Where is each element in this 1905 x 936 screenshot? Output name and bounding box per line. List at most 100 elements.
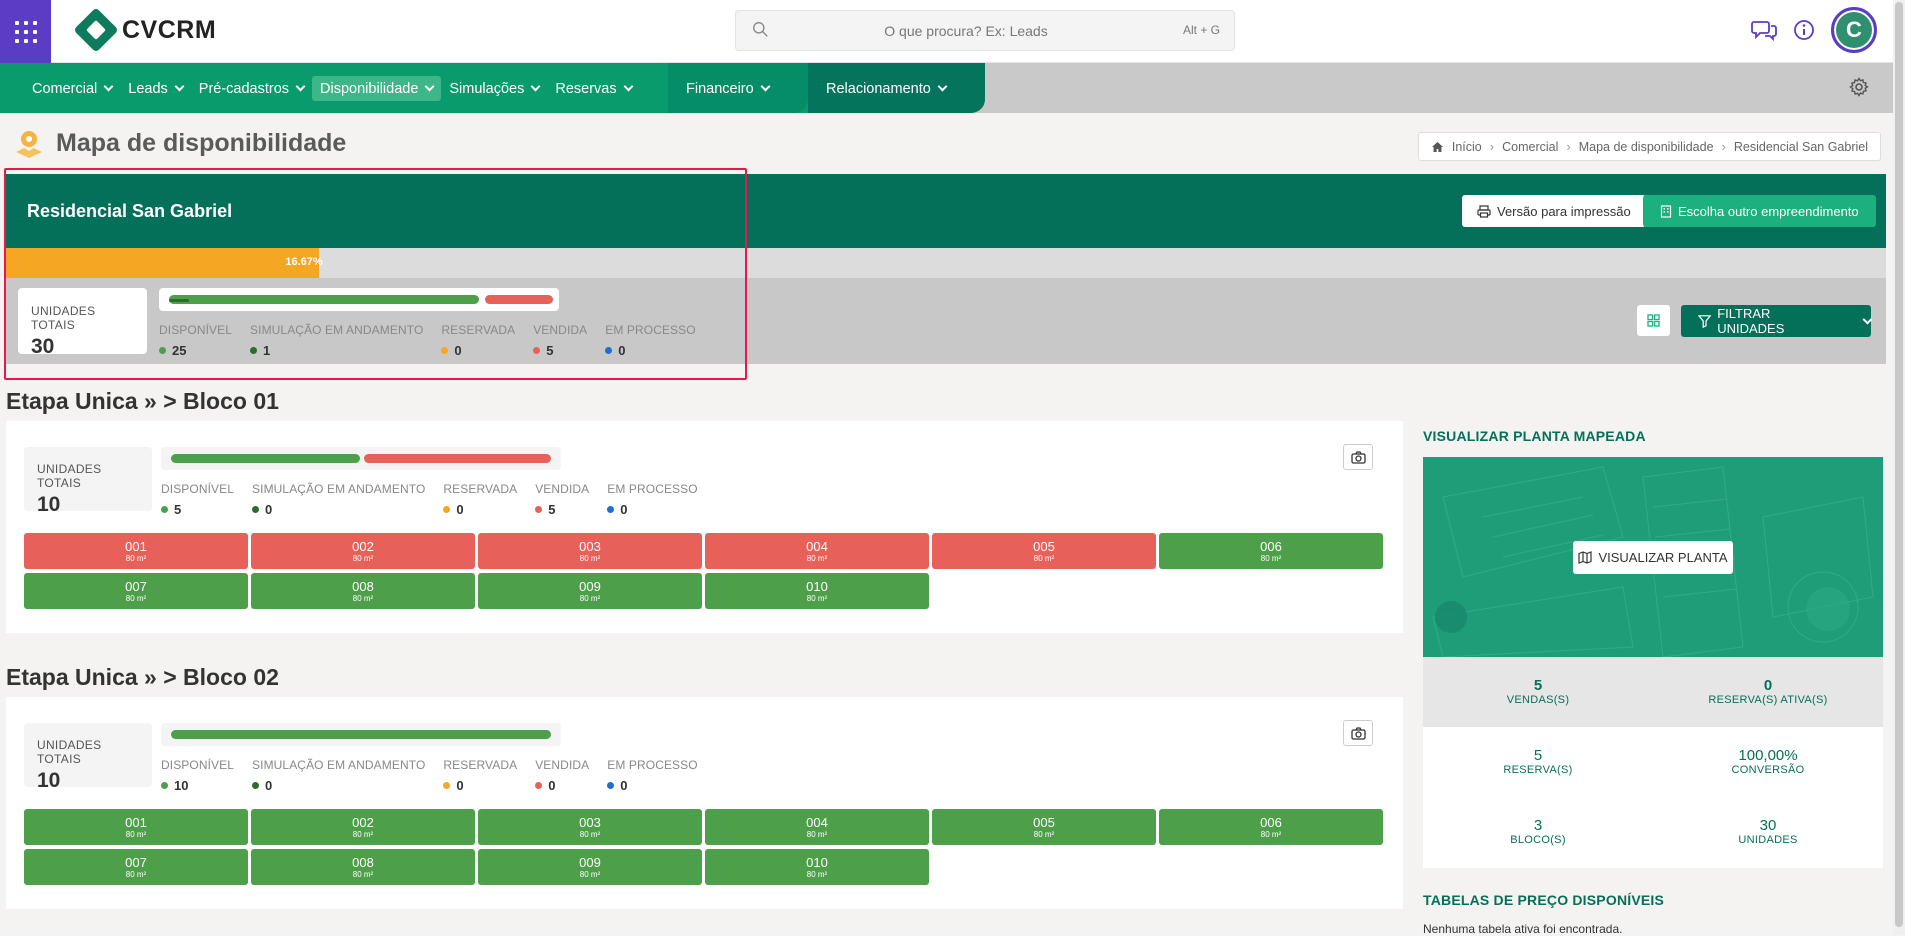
snapshot-button[interactable] — [1343, 444, 1373, 470]
view-floor-plan-button[interactable]: VISUALIZAR PLANTA — [1573, 541, 1733, 574]
unit-number: 003 — [579, 539, 601, 554]
unit-number: 009 — [579, 579, 601, 594]
info-icon[interactable] — [1791, 17, 1817, 43]
page-title: Mapa de disponibilidade — [56, 128, 347, 157]
stat-reservas: 5 RESERVA(S) — [1423, 747, 1653, 776]
filter-units-button[interactable]: FILTRAR UNIDADES — [1681, 305, 1873, 337]
unit-tile[interactable]: 006 80 m² — [1159, 809, 1383, 845]
unit-tile[interactable]: 010 80 m² — [705, 849, 929, 885]
legend-label: RESERVADA — [443, 758, 518, 772]
unit-area: 80 m² — [352, 594, 374, 603]
unit-number: 004 — [806, 815, 828, 830]
unit-tile[interactable]: 004 80 m² — [705, 809, 929, 845]
unit-number: 006 — [1260, 539, 1282, 554]
nav-item-financeiro[interactable]: Financeiro — [678, 76, 777, 101]
unit-tile[interactable]: 002 80 m² — [251, 533, 475, 569]
unit-tile[interactable]: 001 80 m² — [24, 809, 248, 845]
choose-enterprise-label: Escolha outro empreendimento — [1678, 203, 1859, 219]
legend-label: RESERVADA — [443, 482, 518, 496]
nav-item-relacionamento[interactable]: Relacionamento — [818, 76, 954, 101]
unit-number: 007 — [125, 855, 147, 870]
unit-tile[interactable]: 008 80 m² — [251, 573, 475, 609]
unit-area: 80 m² — [1260, 554, 1282, 563]
snapshot-button[interactable] — [1343, 720, 1373, 746]
total-units-label: UNIDADES TOTAIS — [37, 462, 102, 490]
stat-value: 5 — [1533, 747, 1543, 764]
total-units-label: UNIDADES TOTAIS — [37, 738, 102, 766]
chat-icon[interactable] — [1751, 17, 1777, 43]
unit-number: 002 — [352, 815, 374, 830]
breadcrumb-mapa[interactable]: Mapa de disponibilidade — [1578, 139, 1714, 154]
logo[interactable]: CVCRM — [73, 7, 216, 53]
status-bar-disponivel — [171, 454, 360, 463]
unit-tile[interactable]: 005 80 m² — [932, 533, 1156, 569]
status-dot — [252, 506, 260, 513]
legend-value: 5 — [548, 502, 556, 517]
stat-unidades: 30 UNIDADES — [1653, 817, 1883, 846]
nav-item-simulacoes[interactable]: Simulações — [441, 76, 547, 101]
unit-number: 004 — [806, 539, 828, 554]
unit-tile[interactable]: 009 80 m² — [478, 849, 702, 885]
nav-item-label: Financeiro — [686, 80, 754, 97]
legend-label: SIMULAÇÃO EM ANDAMENTO — [252, 758, 426, 772]
unit-tile[interactable]: 002 80 m² — [251, 809, 475, 845]
breadcrumb-home[interactable]: Início — [1451, 139, 1482, 154]
unit-tile[interactable]: 006 80 m² — [1159, 533, 1383, 569]
status-dot — [607, 506, 615, 513]
unit-tile[interactable]: 003 80 m² — [478, 809, 702, 845]
unit-tile[interactable]: 008 80 m² — [251, 849, 475, 885]
settings-button[interactable] — [1849, 77, 1869, 102]
chevron-down-icon — [937, 81, 948, 92]
avatar[interactable]: C — [1831, 7, 1877, 53]
status-dot — [607, 782, 615, 789]
price-tables-empty: Nenhuma tabela ativa foi encontrada. — [1423, 922, 1623, 936]
unit-tile[interactable]: 004 80 m² — [705, 533, 929, 569]
chevron-down-icon — [103, 81, 114, 92]
nav-item-leads[interactable]: Leads — [120, 76, 191, 101]
legend-disponivel: DISPONÍVEL 25 — [159, 323, 232, 358]
chevron-down-icon — [623, 81, 634, 92]
print-version-button[interactable]: Versão para impressão — [1462, 195, 1646, 227]
chevron-down-icon — [1862, 314, 1873, 324]
nav-item-comercial[interactable]: Comercial — [24, 76, 120, 101]
legend-label: VENDIDA — [535, 758, 590, 772]
nav-item-label: Simulações — [449, 80, 525, 97]
unit-tile[interactable]: 010 80 m² — [705, 573, 929, 609]
status-dot — [443, 506, 451, 513]
page-scrollbar[interactable] — [1893, 0, 1905, 935]
legend-value: 0 — [620, 778, 628, 793]
unit-tile[interactable]: 003 80 m² — [478, 533, 702, 569]
legend-simulacao: SIMULAÇÃO EM ANDAMENTO 1 — [250, 323, 423, 358]
status-legend: DISPONÍVEL 25 SIMULAÇÃO EM ANDAMENTO 1 RES… — [159, 323, 696, 358]
status-dot — [535, 506, 543, 513]
unit-tile[interactable]: 007 80 m² — [24, 573, 248, 609]
choose-enterprise-button[interactable]: Escolha outro empreendimento — [1643, 195, 1876, 227]
unit-tile[interactable]: 001 80 m² — [24, 533, 248, 569]
legend-value: 0 — [548, 778, 556, 793]
legend-label: VENDIDA — [535, 482, 590, 496]
unit-tile[interactable]: 007 80 m² — [24, 849, 248, 885]
breadcrumb-comercial[interactable]: Comercial — [1502, 139, 1559, 154]
apps-menu-button[interactable] — [0, 0, 51, 63]
nav-item-disponibilidade[interactable]: Disponibilidade — [312, 76, 442, 101]
legend-value: 5 — [174, 502, 182, 517]
unit-tile[interactable]: 009 80 m² — [478, 573, 702, 609]
nav-item-reservas[interactable]: Reservas — [547, 76, 639, 101]
grid-view-button[interactable] — [1637, 305, 1670, 336]
chevron-down-icon — [530, 81, 541, 92]
legend-value: 0 — [456, 778, 464, 793]
enterprise-header: Residencial San Gabriel Versão para impr… — [6, 174, 1886, 248]
chevron-down-icon — [174, 81, 185, 92]
scrollbar-thumb[interactable] — [1895, 2, 1903, 927]
nav-item-pre-cadastros[interactable]: Pré-cadastros — [191, 76, 312, 101]
legend-label: EM PROCESSO — [605, 323, 696, 337]
unit-area: 80 m² — [125, 830, 147, 839]
search-box[interactable]: Alt + G — [735, 10, 1235, 51]
unit-tile[interactable]: 005 80 m² — [932, 809, 1156, 845]
stat-value: 5 — [1533, 677, 1543, 694]
nav-item-label: Comercial — [32, 80, 98, 97]
unit-number: 010 — [806, 579, 828, 594]
status-bar-disponivel — [171, 730, 551, 739]
search-input[interactable] — [786, 11, 1146, 50]
stat-label: CONVERSÃO — [1731, 764, 1805, 776]
